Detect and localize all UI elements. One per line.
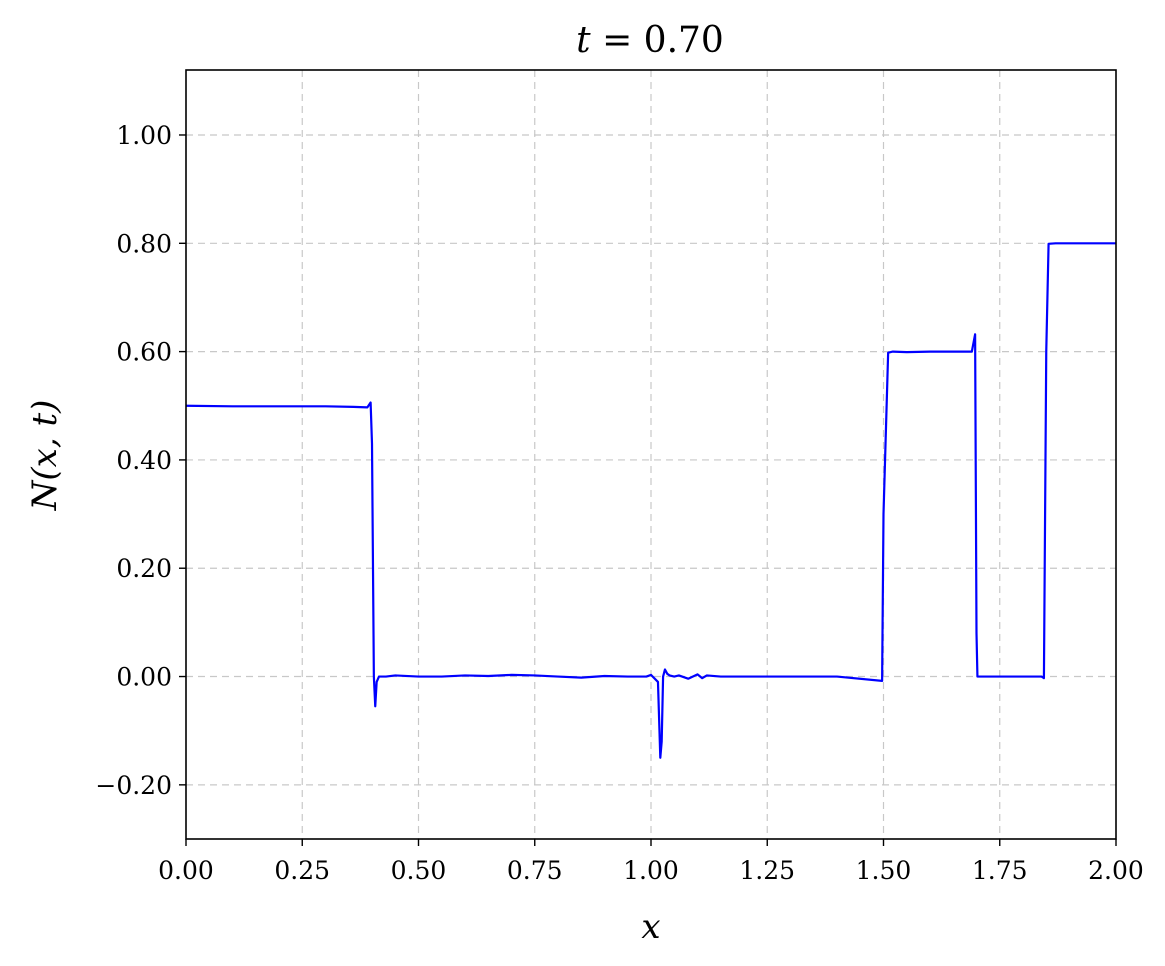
x-tick-label: 0.25 bbox=[274, 856, 330, 885]
x-tick-label: 0.00 bbox=[158, 856, 214, 885]
y-tick-label: 1.00 bbox=[116, 121, 172, 150]
x-tick-label: 2.00 bbox=[1088, 856, 1144, 885]
y-tick-label: 0.60 bbox=[116, 338, 172, 367]
title-variable: t bbox=[576, 20, 591, 61]
y-tick-label: 0.00 bbox=[116, 663, 172, 692]
chart-title: t = 0.70 bbox=[576, 20, 724, 61]
plot-frame bbox=[185, 69, 1117, 840]
x-tick-label: 0.75 bbox=[507, 856, 563, 885]
x-tick-label: 0.50 bbox=[391, 856, 447, 885]
x-tick-label: 1.00 bbox=[623, 856, 679, 885]
y-tick-label: −0.20 bbox=[95, 771, 172, 800]
series-line bbox=[185, 242, 1116, 759]
y-tick-label: 0.20 bbox=[116, 554, 172, 583]
y-tick-label: 0.40 bbox=[116, 446, 172, 475]
x-tick-label: 1.25 bbox=[739, 856, 795, 885]
series-layer bbox=[185, 242, 1116, 759]
x-tick-label: 1.50 bbox=[856, 856, 912, 885]
x-tick-label: 1.75 bbox=[972, 856, 1028, 885]
x-axis-label: x bbox=[641, 907, 660, 947]
y-axis-label: N(x, t) bbox=[25, 400, 65, 512]
title-value: = 0.70 bbox=[591, 20, 724, 61]
ticks: 0.00 0.25 0.50 0.75 1.00 1.25 1.50 1.75 2.00 −0.2… bbox=[95, 121, 1143, 885]
y-tick-label: 0.80 bbox=[116, 229, 172, 258]
